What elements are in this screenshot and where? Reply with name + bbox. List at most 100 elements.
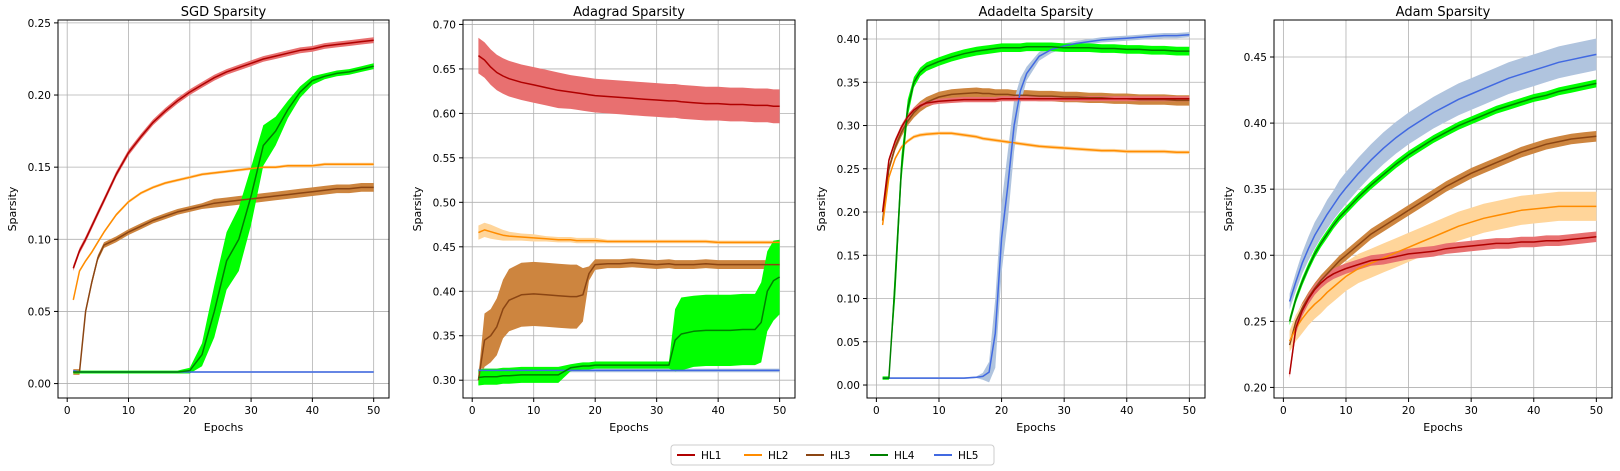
x-tick-label: 20 [183,405,196,417]
x-tick-label: 10 [932,405,945,417]
band-hl4 [1289,79,1597,326]
legend-entry-hl5: HL5 [934,450,978,462]
x-tick-label: 40 [1120,405,1133,417]
legend: HL1 HL2 HL3 HL4 HL5 [670,444,995,466]
legend-label-hl5: HL5 [958,450,978,462]
y-tick-label: 0.30 [837,121,860,133]
x-tick-label: 10 [122,405,135,417]
legend-entry-hl2: HL2 [744,450,788,462]
y-tick-label: 0.40 [433,286,456,298]
y-tick-label: 0.45 [1244,52,1267,64]
band-hl1 [1289,231,1597,379]
x-tick-label: 10 [527,405,540,417]
y-tick-label: 0.35 [837,77,860,89]
x-tick-label: 0 [873,405,880,417]
y-tick-label: 0.60 [433,108,456,120]
series-line-hl1 [72,39,374,269]
series-line-hl2 [478,229,780,244]
chart-title: Adadelta Sparsity [979,5,1094,20]
x-tick-label: 50 [1183,405,1196,417]
plot-frame [1273,19,1613,399]
y-axis-label: Sparsity [815,186,828,231]
y-tick-label: 0.10 [837,294,860,306]
y-tick-label: 0.30 [1244,250,1267,262]
x-tick-label: 10 [1339,405,1352,417]
legend-entry-hl1: HL1 [677,450,721,462]
series-line-hl2 [1288,205,1597,342]
y-tick-label: 0.70 [433,19,456,31]
band-hl3 [478,258,780,385]
x-axis-label: Epochs [204,421,244,434]
y-tick-label: 0.45 [433,242,456,254]
band-hl4 [73,63,374,374]
series-line-hl4 [478,276,780,379]
chart-title: Adam Sparsity [1396,5,1491,20]
legend-label-hl1: HL1 [701,450,721,462]
series-line-hl1 [477,54,780,108]
band-hl3 [882,87,1190,225]
series-line-hl5 [882,33,1190,379]
x-tick-label: 40 [306,405,319,417]
x-tick-label: 0 [1280,405,1287,417]
y-tick-label: 0.55 [433,153,456,165]
series-line-hl2 [881,132,1190,226]
series-line-hl1 [1288,236,1597,375]
y-tick-label: 0.25 [1244,316,1267,328]
subplot-sgd: 0 10 20 30 40 50 0.00 0.05 0.10 0.15 0.20 0.25 SGD S… [6,5,390,434]
x-tick-label: 40 [1527,405,1540,417]
series-line-hl4 [882,46,1190,379]
y-tick-label: 0.00 [28,379,51,391]
subplots: 0 10 20 30 40 50 0.00 0.05 0.10 0.15 0.20 0.25 SGD S… [6,5,1613,434]
subplot-adagrad: 0 10 20 30 40 50 0.30 0.35 0.40 0.45 0.50 0.55 0.60 0… [411,5,796,434]
series-line-hl3 [1288,135,1597,346]
y-tick-label: 0.35 [1244,184,1267,196]
y-tick-label: 0.30 [433,375,456,387]
legend-label-hl4: HL4 [894,450,915,462]
x-tick-label: 50 [773,405,786,417]
series-line-hl4 [73,65,374,373]
y-tick-label: 0.20 [1244,382,1267,394]
series-line-hl3 [73,186,374,373]
x-tick-label: 30 [244,405,257,417]
x-tick-label: 20 [1402,405,1415,417]
x-axis-label: Epochs [1016,421,1056,434]
y-tick-label: 0.10 [28,234,51,246]
x-tick-label: 0 [469,405,476,417]
y-tick-label: 0.20 [837,207,860,219]
subplot-adam: 0 10 20 30 40 50 0.20 0.25 0.30 0.35 0.40 0.45 Adam … [1222,5,1613,434]
x-tick-label: 0 [64,405,71,417]
y-axis-label: Sparsity [411,186,424,231]
series-line-hl5 [1288,53,1597,302]
y-tick-label: 0.25 [28,18,51,30]
x-tick-label: 30 [1464,405,1477,417]
y-tick-label: 0.15 [28,162,51,174]
y-tick-label: 0.35 [433,331,456,343]
y-tick-label: 0.00 [837,380,860,392]
series-line-hl3 [477,262,780,381]
plot-frame [462,19,796,399]
x-tick-label: 40 [711,405,724,417]
subplot-adadelta: 0 10 20 30 40 50 0.00 0.05 0.10 0.15 0.20 0.25 0.30 0… [815,5,1206,434]
y-tick-label: 0.40 [837,34,860,46]
band-hl1 [478,37,780,124]
x-tick-label: 30 [1057,405,1070,417]
legend-entry-hl4: HL4 [870,450,915,462]
legend-label-hl3: HL3 [830,450,850,462]
series-line-hl4 [1288,82,1597,322]
y-tick-label: 0.20 [28,90,51,102]
band-hl5 [882,32,1190,383]
y-tick-label: 0.05 [28,306,51,318]
plot-frame [866,19,1206,399]
legend-entry-hl3: HL3 [806,450,850,462]
y-tick-label: 0.05 [837,337,860,349]
x-axis-label: Epochs [609,421,649,434]
y-axis-label: Sparsity [6,186,19,231]
series-line-hl3 [881,91,1190,221]
x-tick-label: 20 [588,405,601,417]
y-tick-label: 0.40 [1244,118,1267,130]
chart-title: SGD Sparsity [181,5,267,20]
plot-frame [57,19,390,399]
x-tick-label: 50 [367,405,380,417]
x-tick-label: 50 [1590,405,1603,417]
